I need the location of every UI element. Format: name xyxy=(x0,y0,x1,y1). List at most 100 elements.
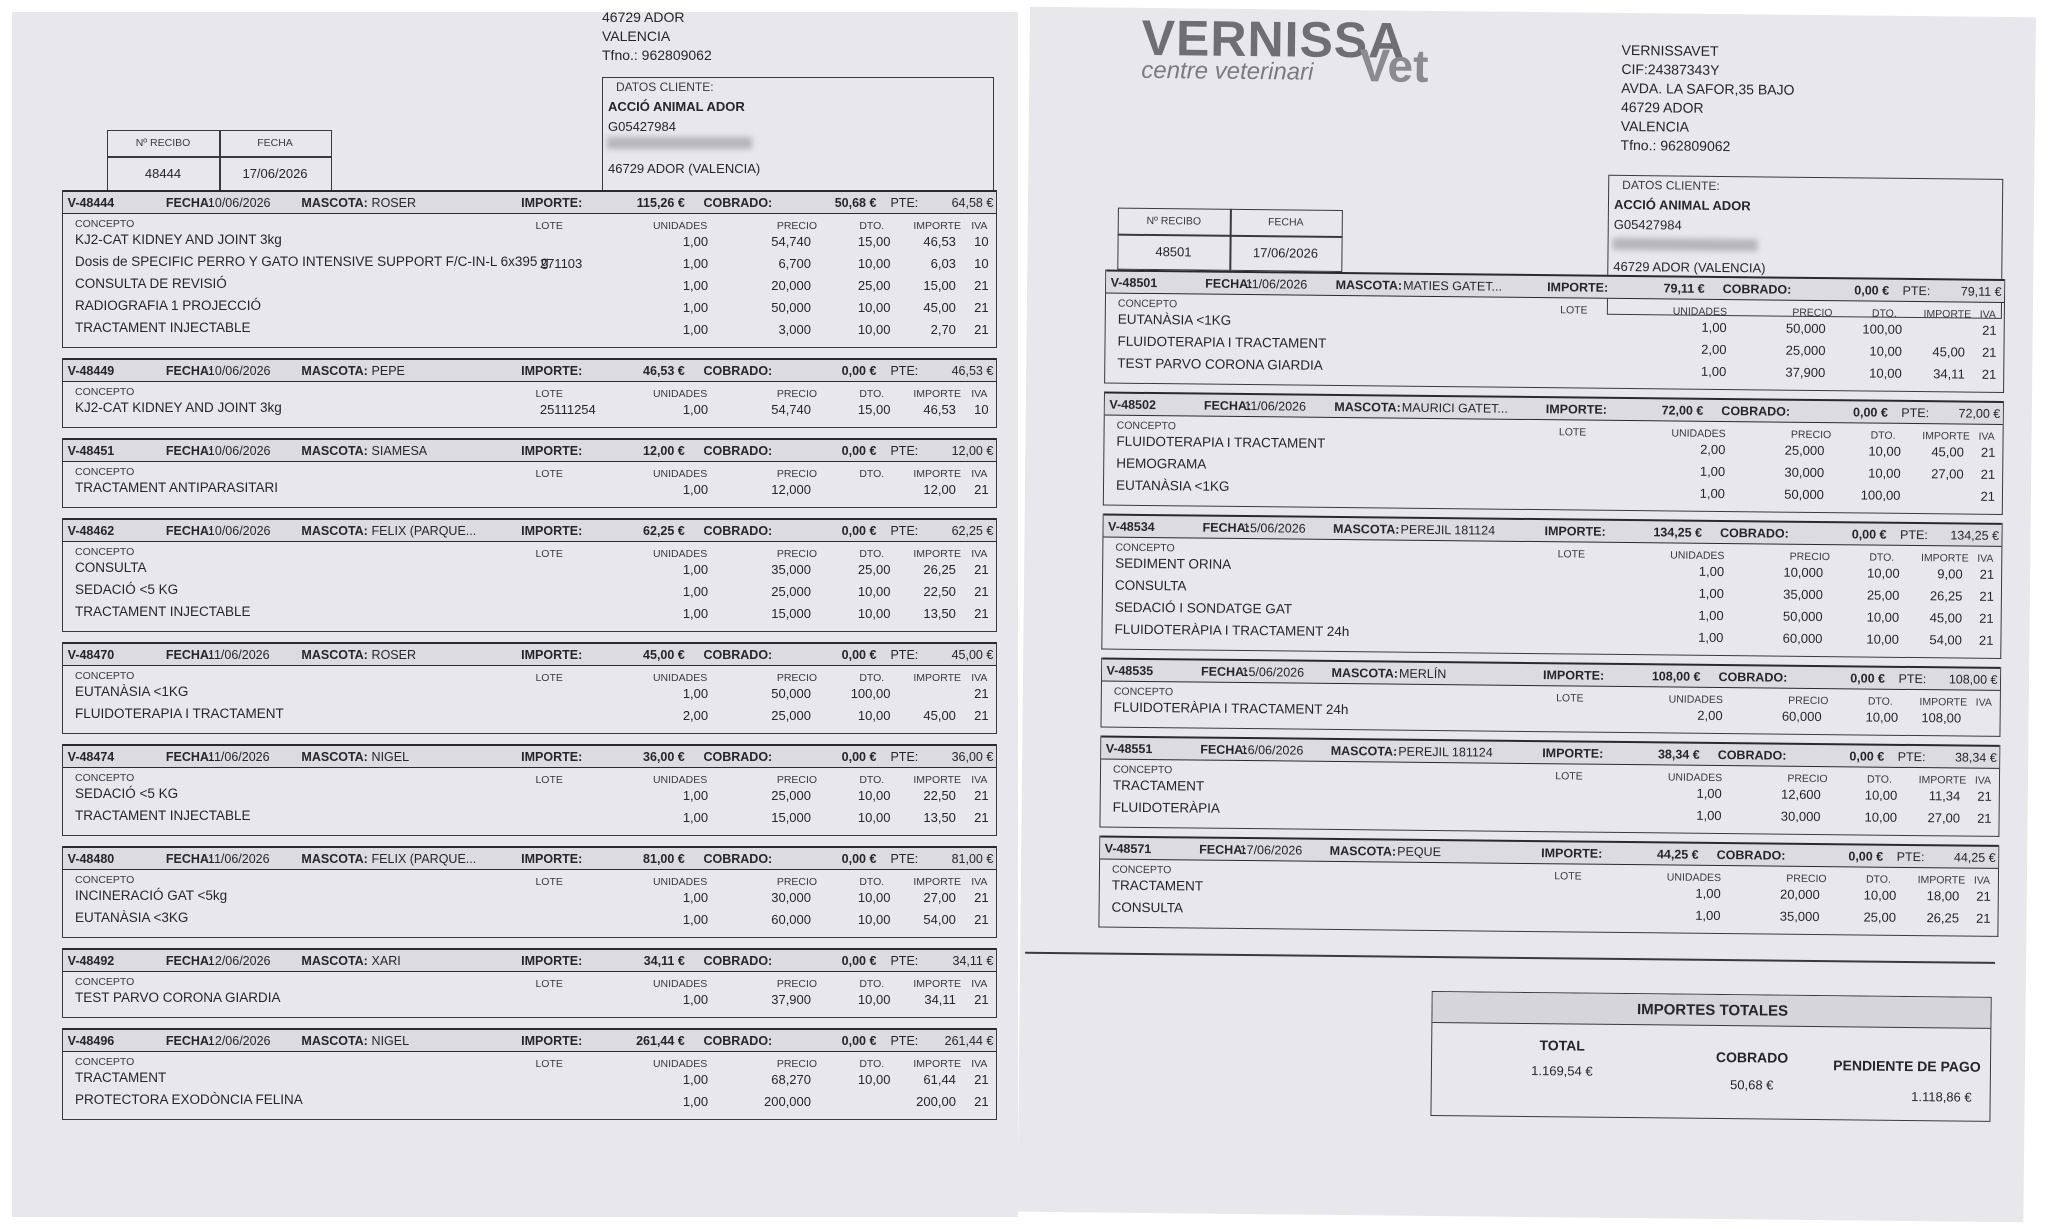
concept: SEDACIÓ <5 KG xyxy=(75,582,179,597)
concept: RADIOGRAFIA 1 PROJECCIÓ xyxy=(75,298,262,313)
precio-label: PRECIO xyxy=(1786,872,1827,886)
concept: EUTANÀSIA <1KG xyxy=(1117,311,1232,328)
line-iva: 10 xyxy=(974,256,989,271)
line-importe: 108,00 xyxy=(1921,710,1962,726)
line-importe: 26,25 xyxy=(1926,910,1960,926)
line-importe: 45,00 xyxy=(1929,610,1963,626)
line-precio: 50,000 xyxy=(1784,486,1825,503)
invoice-entry: V-48551 FECHA: 16/06/2026 MASCOTA: PEREJIL 1… xyxy=(1099,735,2001,837)
line-unidades: 1,00 xyxy=(682,402,709,417)
line-unidades: 1,00 xyxy=(682,686,709,701)
entry-pet: ROSER xyxy=(371,196,416,210)
lote-label: LOTE xyxy=(535,468,563,480)
iva-label: IVA xyxy=(971,220,988,232)
entry-date: 16/06/2026 xyxy=(1240,742,1304,758)
logo-suffix: Vet xyxy=(1359,39,1429,92)
entry-amount: 12,00 € xyxy=(643,444,685,458)
line-importe: 26,25 xyxy=(1929,588,1963,604)
entry-amount: 79,11 € xyxy=(1663,281,1705,296)
lote-label: LOTE xyxy=(535,388,563,400)
entry-paid: 0,00 € xyxy=(1854,283,1890,298)
line-dto: 25,00 xyxy=(1863,909,1897,925)
entry-amount: 261,44 € xyxy=(636,1034,685,1048)
entry-amount: 115,26 € xyxy=(636,196,685,210)
company-line: Tfno.: 962809062 xyxy=(1620,136,1731,155)
concept: TRACTAMENT INJECTABLE xyxy=(75,320,251,335)
importe-label: IMPORTE: xyxy=(1545,402,1608,417)
entry-code: V-48551 xyxy=(1105,741,1153,757)
line-dto: 25,00 xyxy=(857,278,891,293)
entry-code: V-48492 xyxy=(67,954,115,968)
recibo-date: 17/06/2026 xyxy=(242,166,308,181)
concepto-label: CONCEPTO xyxy=(75,218,135,230)
line-precio: 35,000 xyxy=(1779,908,1820,925)
lote-label: LOTE xyxy=(535,774,563,786)
line-iva: 21 xyxy=(1981,344,1997,360)
line-importe: 46,53 xyxy=(923,402,956,417)
invoice-entry: V-48502 FECHA: 11/06/2026 MASCOTA: MAURICI G… xyxy=(1102,391,2004,515)
line-importe: 13,50 xyxy=(923,810,956,825)
importe-label: IMPORTE: xyxy=(1541,846,1603,861)
dto-label: DTO. xyxy=(859,388,885,400)
mascota-label: MASCOTA: xyxy=(1329,843,1397,859)
company-line: AVDA. LA SAFOR,35 BAJO xyxy=(1621,79,1795,98)
importe-label: IMPORTE xyxy=(1917,874,1966,887)
importe-label: IMPORTE xyxy=(913,876,962,888)
iva-label: IVA xyxy=(1974,774,1992,787)
blurred-address xyxy=(1612,237,1758,252)
cobrado-label: COBRADO: xyxy=(703,648,773,662)
line-unidades: 1,00 xyxy=(682,584,709,599)
dto-label: DTO. xyxy=(1869,551,1895,564)
line-precio: 25,000 xyxy=(1784,442,1825,459)
line-importe: 54,00 xyxy=(1929,632,1963,648)
entry-header: V-48492 FECHA: 12/06/2026 MASCOTA: XARI IMPOR… xyxy=(63,948,996,972)
cobrado-label: COBRADO: xyxy=(703,1034,773,1048)
line-importe: 18,00 xyxy=(1926,888,1960,904)
invoice-entry: V-48492 FECHA: 12/06/2026 MASCOTA: XARI IMPOR… xyxy=(62,948,997,1018)
unidades-label: UNIDADES xyxy=(652,1058,708,1070)
concepto-label: CONCEPTO xyxy=(1115,541,1175,555)
entry-amount: 36,00 € xyxy=(643,750,685,764)
line-precio: 200,000 xyxy=(764,1094,811,1109)
line-iva: 21 xyxy=(974,708,989,723)
concept: TRACTAMENT xyxy=(1111,877,1204,894)
mascota-label: MASCOTA: xyxy=(301,524,368,538)
concept: CONSULTA xyxy=(75,560,147,575)
entry-pet: PEREJIL 181124 xyxy=(1398,744,1493,760)
mascota-label: MASCOTA: xyxy=(301,364,368,378)
entry-code: V-48571 xyxy=(1104,841,1152,857)
client-name: ACCIÓ ANIMAL ADOR xyxy=(1613,196,1751,214)
mascota-label: MASCOTA: xyxy=(301,852,368,866)
pte-label: PTE: xyxy=(1896,849,1925,865)
entry-pending: 72,00 € xyxy=(1958,406,2001,421)
lote-label: LOTE xyxy=(1556,692,1584,705)
concepto-label: CONCEPTO xyxy=(75,976,135,988)
divider xyxy=(1025,951,1996,964)
line-precio: 30,000 xyxy=(771,890,811,905)
cobrado-label: COBRADO: xyxy=(1718,669,1788,685)
dto-label: DTO. xyxy=(859,774,885,786)
line-precio: 50,000 xyxy=(771,300,811,315)
line-iva: 21 xyxy=(1975,910,1991,926)
line-precio: 35,000 xyxy=(1783,586,1823,603)
entry-date: 15/06/2026 xyxy=(1243,520,1306,536)
entry-header: V-48496 FECHA: 12/06/2026 MASCOTA: NIGEL IMPO… xyxy=(63,1028,996,1052)
line-iva: 21 xyxy=(1980,488,1996,504)
entry-paid: 0,00 € xyxy=(841,852,877,866)
concepto-label: CONCEPTO xyxy=(75,546,135,558)
importe-label: IMPORTE xyxy=(913,548,962,560)
lote-label: LOTE xyxy=(535,1058,563,1070)
entry-pending: 38,34 € xyxy=(1954,750,1997,765)
receipt-page: 46729 ADOR VALENCIA Tfno.: 962809062 DATOS … xyxy=(12,12,1018,1217)
entry-pet: PEREJIL 181124 xyxy=(1400,522,1496,538)
precio-label: PRECIO xyxy=(776,672,818,684)
line-iva: 21 xyxy=(974,992,989,1007)
invoice-entry: V-48571 FECHA: 17/06/2026 MASCOTA: PEQUE IMPO… xyxy=(1098,835,2000,937)
pte-label: PTE: xyxy=(890,852,919,866)
line-dto: 10,00 xyxy=(857,1072,891,1087)
line-iva: 21 xyxy=(1979,566,1995,582)
pte-label: PTE: xyxy=(1899,527,1928,543)
line-unidades: 1,00 xyxy=(1699,485,1726,502)
importe-label: IMPORTE: xyxy=(521,1034,583,1048)
line-dto: 10,00 xyxy=(1866,631,1900,647)
